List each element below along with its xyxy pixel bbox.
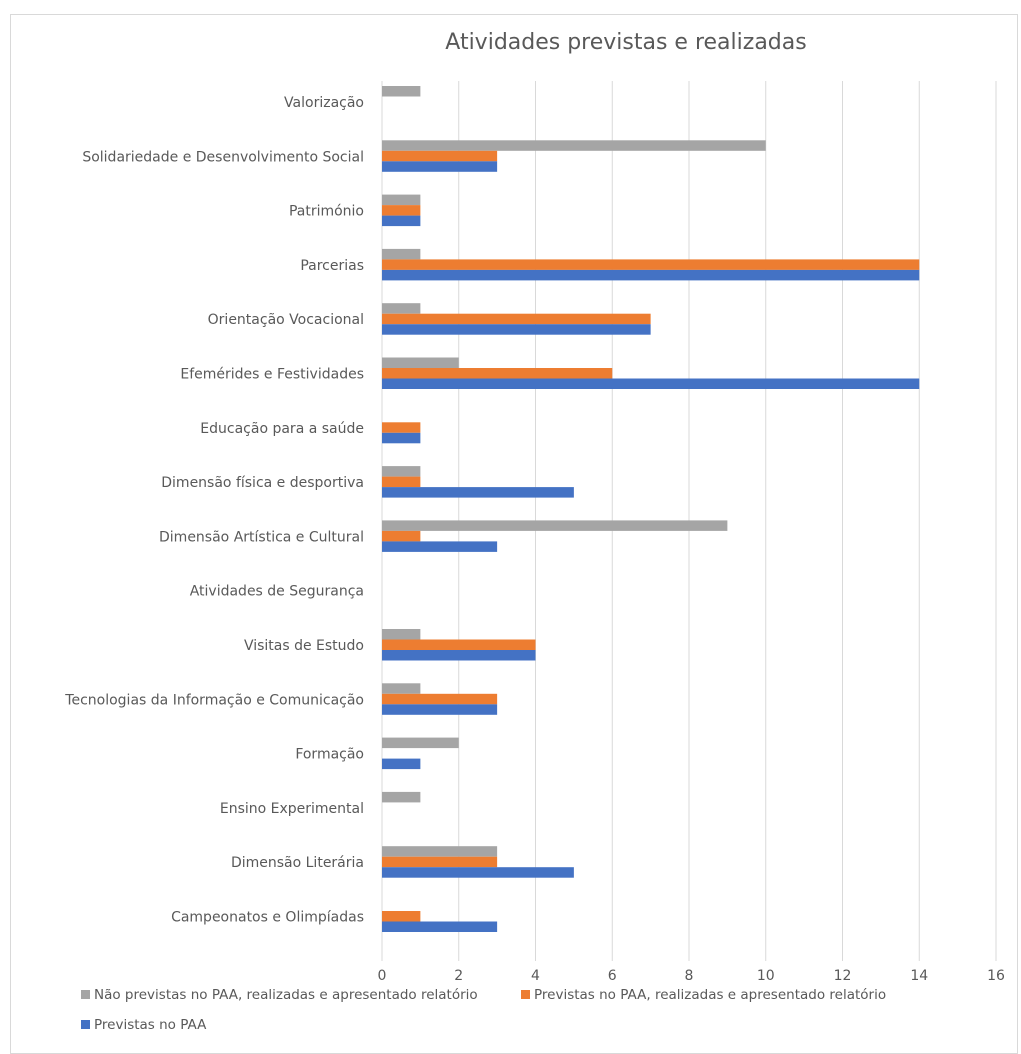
category-label: Dimensão física e desportiva [161, 475, 364, 491]
legend-label: Previstas no PAA, realizadas e apresenta… [534, 987, 886, 1003]
bar [382, 758, 421, 770]
bar [382, 324, 651, 335]
category-label: Ensino Experimental [220, 801, 364, 817]
chart-area: Atividades previstas e realizadas 0 2 4 6 8 10… [10, 14, 1018, 1054]
category-label: Efemérides e Festividades [180, 367, 364, 383]
bar [382, 704, 498, 715]
x-tick-label: 8 [685, 968, 694, 984]
bar [382, 269, 920, 281]
bar [382, 150, 498, 162]
bar-chart: Atividades previstas e realizadas 0 2 4 6 8 10… [64, 30, 1005, 1033]
category-label: Tecnologias da Informação e Comunicação [64, 692, 364, 708]
bar [382, 867, 574, 878]
x-tick-label: 10 [757, 968, 775, 984]
bar [382, 259, 920, 270]
bar [382, 737, 459, 749]
legend-swatch [81, 990, 90, 999]
bar [382, 520, 728, 531]
x-tick-label: 2 [454, 968, 463, 984]
bar [382, 161, 498, 172]
x-tick-label: 4 [531, 968, 540, 984]
category-label: Património [289, 204, 364, 220]
bar [382, 215, 421, 227]
chart-title: Atividades previstas e realizadas [445, 30, 806, 55]
bar [382, 629, 421, 640]
bar [382, 432, 421, 444]
bar [382, 205, 421, 216]
bar [382, 846, 498, 857]
bar [382, 248, 421, 260]
bar [382, 487, 574, 498]
bar [382, 140, 766, 151]
category-label: Educação para a saúde [200, 421, 364, 437]
bar [382, 530, 421, 542]
bar [382, 378, 920, 389]
legend-swatch [521, 990, 530, 999]
bar [382, 693, 498, 705]
x-tick-label: 0 [378, 968, 387, 984]
bar [382, 194, 421, 206]
bar [382, 476, 421, 488]
category-label: Parcerias [300, 258, 364, 274]
bar [382, 921, 498, 932]
category-label: Visitas de Estudo [244, 638, 364, 654]
bar [382, 86, 421, 97]
page-heading-fragment [0, 0, 1021, 14]
bar [382, 639, 536, 650]
legend-label: Não previstas no PAA, realizadas e apres… [94, 987, 478, 1003]
category-label: Dimensão Literária [231, 855, 364, 871]
bar [382, 650, 536, 661]
category-label: Orientação Vocacional [208, 312, 364, 328]
category-label: Atividades de Segurança [190, 584, 364, 600]
legend-swatch [81, 1020, 90, 1029]
bar [382, 357, 459, 368]
x-tick-label: 6 [608, 968, 617, 984]
category-label: Solidariedade e Desenvolvimento Social [82, 149, 364, 165]
category-label: Dimensão Artística e Cultural [159, 529, 364, 545]
bar [382, 541, 498, 552]
x-tick-label: 16 [987, 968, 1005, 984]
bar [382, 466, 421, 477]
bar [382, 313, 651, 325]
legend-label: Previstas no PAA [94, 1017, 207, 1033]
category-label: Formação [295, 747, 364, 763]
category-label: Valorização [284, 95, 364, 111]
bar [382, 303, 421, 314]
bar [382, 856, 498, 868]
x-tick-label: 12 [834, 968, 852, 984]
bar [382, 422, 421, 433]
bar [382, 791, 421, 803]
bar [382, 911, 421, 922]
bar [382, 683, 421, 694]
category-label: Campeonatos e Olimpíadas [171, 910, 364, 926]
bar [382, 368, 613, 379]
x-tick-label: 14 [910, 968, 928, 984]
